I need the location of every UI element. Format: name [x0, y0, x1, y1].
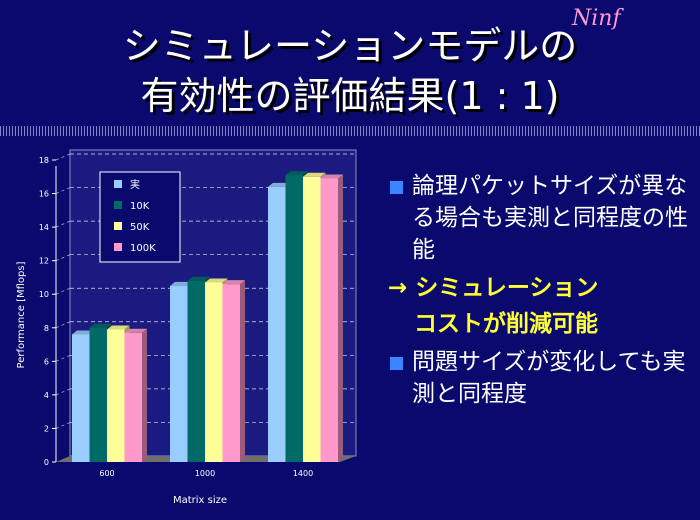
- bullet-item: 問題サイズが変化しても実測と同程度: [388, 346, 688, 410]
- x-tick-label: 600: [99, 469, 114, 478]
- y-tick-label: 14: [39, 223, 49, 232]
- gridline-side: [55, 388, 71, 396]
- x-axis-label: Matrix size: [173, 495, 227, 506]
- bullet-item: 論理パケットサイズが異なる場合も実測と同程度の性能: [388, 170, 688, 266]
- y-tick-label: 4: [44, 391, 49, 400]
- bar-top: [320, 174, 343, 179]
- slide-title-line2: 有効性の評価結果(1 : 1): [140, 74, 560, 118]
- bar-top: [205, 278, 228, 283]
- y-tick-label: 16: [39, 190, 49, 199]
- bullet-square-icon: [390, 181, 403, 194]
- gridline-side: [55, 355, 71, 362]
- gridline-side: [55, 422, 71, 429]
- bar-front: [222, 284, 240, 462]
- legend-label: 50K: [130, 222, 150, 233]
- bar: [320, 174, 343, 462]
- y-tick-label: 6: [44, 357, 49, 366]
- legend-box: [99, 171, 181, 263]
- bar-top: [89, 323, 112, 328]
- bar-top: [187, 276, 210, 281]
- bullet-text-1: 論理パケットサイズが異なる場合も実測と同程度の性能: [412, 173, 688, 263]
- ninf-logo: Ninf: [572, 6, 621, 31]
- bar-top: [72, 330, 95, 335]
- bar-front: [107, 329, 125, 462]
- bar-top: [124, 328, 147, 333]
- legend-swatch: [114, 201, 122, 209]
- bar-front: [89, 327, 107, 462]
- bar-front: [320, 178, 338, 462]
- bar-top: [268, 182, 291, 187]
- x-tick-label: 1400: [293, 469, 313, 478]
- bar-top: [285, 171, 308, 176]
- bar-front: [72, 334, 90, 462]
- bar-side: [240, 280, 245, 462]
- y-tick-label: 2: [44, 424, 49, 433]
- legend-swatch: [114, 180, 122, 188]
- bar-front: [285, 175, 303, 462]
- legend-swatch: [114, 222, 122, 230]
- gridline-side: [55, 220, 71, 228]
- y-tick-label: 8: [44, 324, 49, 333]
- gridline-side: [55, 254, 71, 261]
- y-axis-label: Performance [Mflops]: [16, 261, 27, 368]
- bar-top: [107, 325, 130, 330]
- legend-label: 実: [130, 178, 140, 191]
- bar-side: [338, 174, 343, 462]
- y-tick-label: 12: [39, 257, 49, 266]
- bullet-list: 論理パケットサイズが異なる場合も実測と同程度の性能 → シミュレーション コスト…: [388, 170, 688, 416]
- conclusion-line1: → シミュレーション: [388, 275, 599, 301]
- conclusion-highlight: → シミュレーション コストが削減可能: [388, 272, 688, 340]
- bar-top: [303, 172, 326, 177]
- bar-top: [170, 281, 193, 286]
- y-tick-label: 18: [39, 156, 49, 165]
- gridline-side: [55, 287, 71, 295]
- bar-side: [142, 328, 147, 462]
- bar-front: [303, 176, 321, 462]
- divider-rule: [0, 126, 700, 136]
- y-tick-label: 0: [44, 458, 49, 467]
- bar-top: [222, 280, 245, 285]
- y-tick-label: 10: [39, 290, 49, 299]
- gridline-side: [55, 153, 71, 161]
- bullet-square-icon: [390, 357, 403, 370]
- gridline-side: [55, 321, 71, 329]
- bar-front: [205, 282, 223, 462]
- bar-front: [268, 186, 286, 462]
- bullet-text-2: 問題サイズが変化しても実測と同程度: [412, 349, 686, 407]
- bar-front: [170, 285, 188, 462]
- slide-title-line1: シミュレーションモデルの: [122, 24, 578, 68]
- legend-swatch: [114, 243, 122, 251]
- legend-label: 10K: [130, 201, 150, 212]
- gridline-side: [55, 187, 71, 194]
- x-tick-label: 1000: [195, 469, 215, 478]
- bar: [222, 280, 245, 462]
- bar: [124, 328, 147, 462]
- bar-front: [124, 332, 142, 462]
- conclusion-line2: コストが削減可能: [414, 311, 598, 337]
- legend-label: 100K: [130, 243, 156, 254]
- bar-front: [187, 280, 205, 462]
